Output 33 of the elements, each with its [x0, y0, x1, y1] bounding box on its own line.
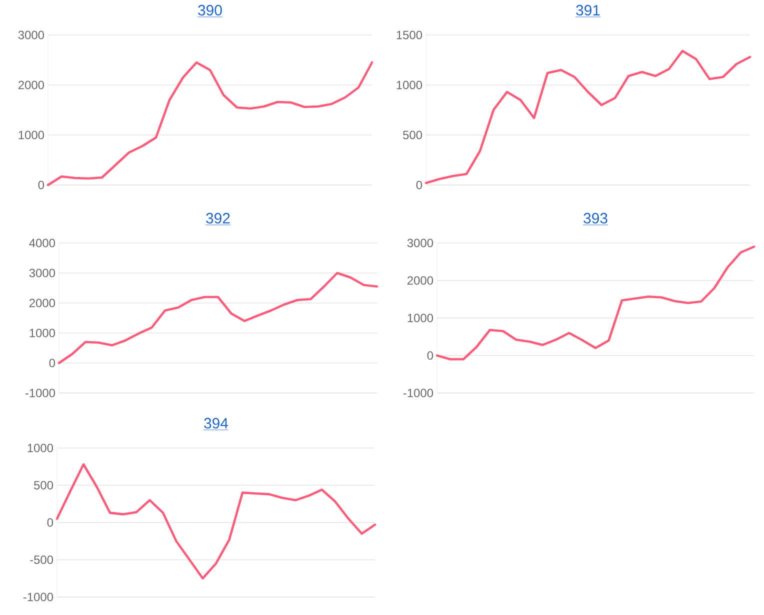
- line-series: [436, 246, 756, 360]
- y-tick-label: 1500: [396, 30, 422, 40]
- chart-title: 393: [584, 212, 608, 224]
- y-tick-label: 0: [427, 351, 434, 360]
- y-tick-label: 500: [403, 130, 422, 140]
- y-tick-label: -500: [30, 556, 54, 564]
- chart-title: 392: [206, 212, 230, 224]
- y-tick-label: 0: [416, 180, 422, 190]
- y-tick-label: 0: [47, 518, 54, 527]
- line-series: [58, 272, 378, 364]
- line-series: [424, 50, 752, 184]
- y-tick-label: -1000: [23, 592, 54, 602]
- y-tick-label: 3000: [29, 268, 56, 278]
- y-tick-label: 500: [34, 481, 54, 490]
- y-tick-label: 3000: [407, 238, 434, 248]
- y-tick-label: -1000: [403, 388, 434, 398]
- y-tick-label: 1000: [18, 130, 44, 140]
- y-tick-label: 4000: [29, 238, 56, 248]
- y-tick-label: 1000: [28, 444, 54, 452]
- y-tick-label: 0: [49, 358, 56, 368]
- line-series: [46, 61, 374, 186]
- y-tick-label: 2000: [29, 298, 56, 308]
- chart-title: 391: [576, 4, 600, 16]
- chart-title: 390: [198, 4, 222, 16]
- y-tick-label: 1000: [30, 328, 56, 338]
- y-tick-label: 0: [38, 180, 44, 190]
- y-tick-label: 1000: [408, 314, 434, 322]
- chart-title: 394: [204, 418, 228, 429]
- y-tick-label: 3000: [18, 30, 44, 40]
- y-tick-label: 1000: [396, 80, 422, 90]
- y-tick-label: 2000: [407, 276, 434, 285]
- y-tick-label: -1000: [25, 388, 56, 398]
- y-tick-label: 2000: [18, 80, 44, 90]
